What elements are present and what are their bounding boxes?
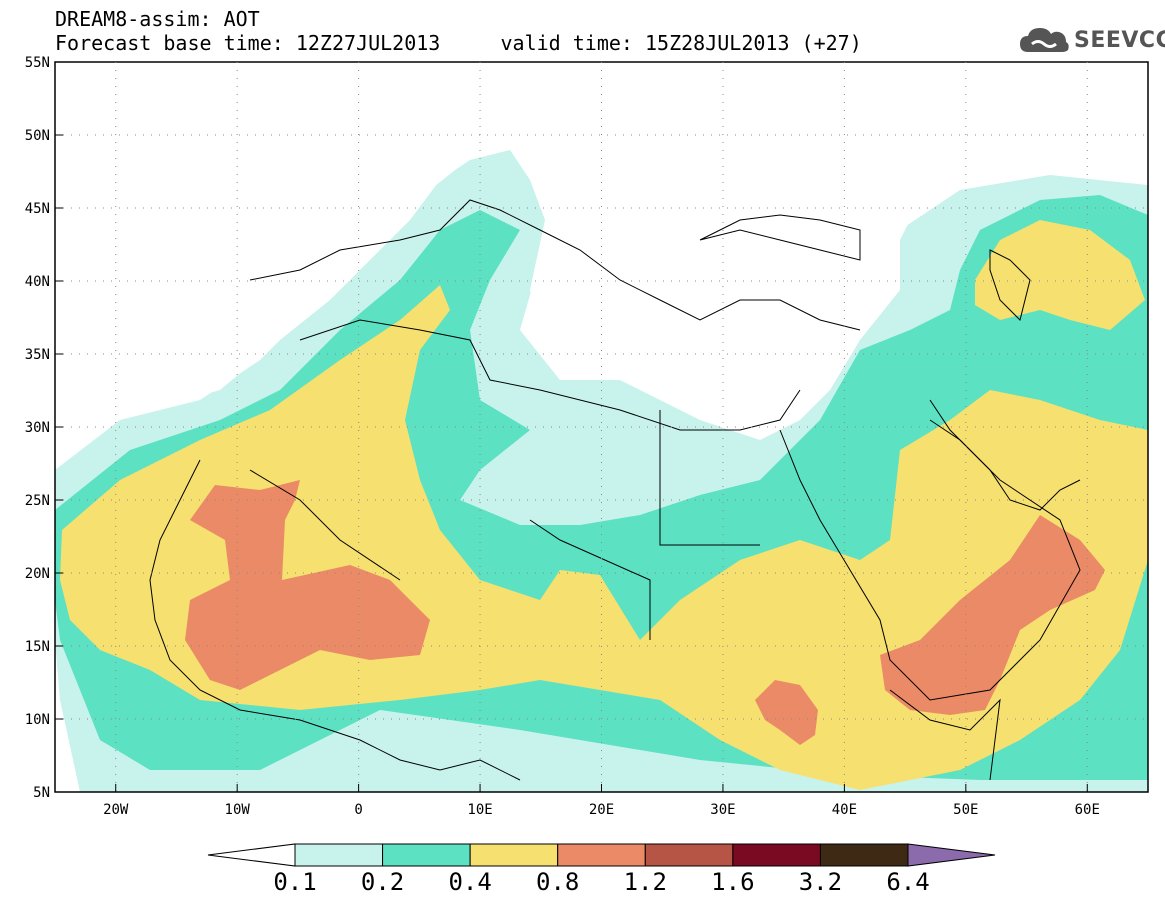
colorbar-box (382, 843, 471, 867)
lat-label: 30N (25, 420, 50, 436)
colorbar-label: 0.2 (361, 868, 404, 896)
lat-labels: 55N 50N 45N 40N 35N 30N 25N 20N 15N 10N 5N (25, 55, 50, 801)
aot-field (55, 62, 1148, 792)
aot-band-0.8-sahara (185, 480, 430, 690)
coastline-red-sea (779, 399, 1081, 701)
coastline-med-north (249, 199, 861, 331)
colorbar-box (644, 843, 734, 867)
colorbar-label: 1.2 (624, 868, 667, 896)
lon-label: 10E (467, 802, 492, 818)
aot-band-0.4-caspian (975, 220, 1145, 330)
lat-label: 40N (25, 274, 50, 290)
lon-label: 60E (1075, 802, 1100, 818)
lon-label: 10W (225, 802, 251, 818)
aot-band-0.8-ethiopia (755, 680, 818, 745)
lat-label: 15N (25, 639, 50, 655)
border-algeria-mali (249, 469, 401, 581)
colorbar-labels: 0.1 0.2 0.4 0.8 1.2 1.6 3.2 6.4 (273, 868, 929, 896)
gridlines (55, 61, 1148, 793)
lat-label: 20N (25, 566, 50, 582)
coastlines (149, 199, 1081, 781)
aot-band-0.8-arabia (880, 515, 1105, 715)
lon-label: 0 (354, 802, 362, 818)
colorbar-label: 0.1 (273, 868, 316, 896)
border-egypt (659, 410, 760, 546)
coastline-caspian (989, 249, 1031, 321)
lat-label: 55N (25, 55, 50, 71)
coastline-black-sea (699, 214, 861, 261)
aot-clear-europe (55, 62, 1148, 450)
cloud-logo-icon (1020, 28, 1069, 52)
logo-text: SEEVCCC (1074, 27, 1165, 53)
colorbar-box (732, 843, 821, 867)
colorbar-box (294, 843, 384, 867)
colorbar-extend-low (207, 843, 296, 867)
lon-labels: 20W 10W 0 10E 20E 30E 40E 50E 60E (103, 802, 1100, 818)
lat-label: 45N (25, 201, 50, 217)
lat-label: 50N (25, 128, 50, 144)
colorbar-box (557, 843, 646, 867)
lat-label: 10N (25, 712, 50, 728)
coastline-horn (889, 689, 1001, 781)
lon-label: 20W (103, 802, 129, 818)
colorbar-extend-high (907, 843, 996, 867)
colorbar (207, 843, 996, 867)
lat-label: 5N (33, 785, 50, 801)
lat-label: 25N (25, 493, 50, 509)
colorbar-label: 0.8 (536, 868, 579, 896)
lon-label: 30E (710, 802, 735, 818)
coastline-persian-gulf (929, 419, 1081, 511)
seevccc-logo: SEEVCCC (1018, 22, 1165, 58)
lon-label: 20E (589, 802, 614, 818)
colorbar-box (819, 843, 909, 867)
colorbar-label: 0.4 (448, 868, 491, 896)
lat-label: 35N (25, 347, 50, 363)
map-title: DREAM8-assim: AOT (55, 7, 260, 31)
coastline-west-africa (149, 459, 521, 781)
forecast-time-line: Forecast base time: 12Z27JUL2013 valid t… (55, 31, 862, 55)
colorbar-box (469, 843, 559, 867)
colorbar-label: 3.2 (799, 868, 842, 896)
border-libya (529, 519, 651, 640)
lon-label: 50E (953, 802, 978, 818)
lon-label: 40E (832, 802, 857, 818)
aot-band-0.4 (60, 285, 1148, 790)
colorbar-label: 1.6 (711, 868, 754, 896)
colorbar-label: 6.4 (886, 868, 929, 896)
coastline-med-south (299, 319, 801, 431)
